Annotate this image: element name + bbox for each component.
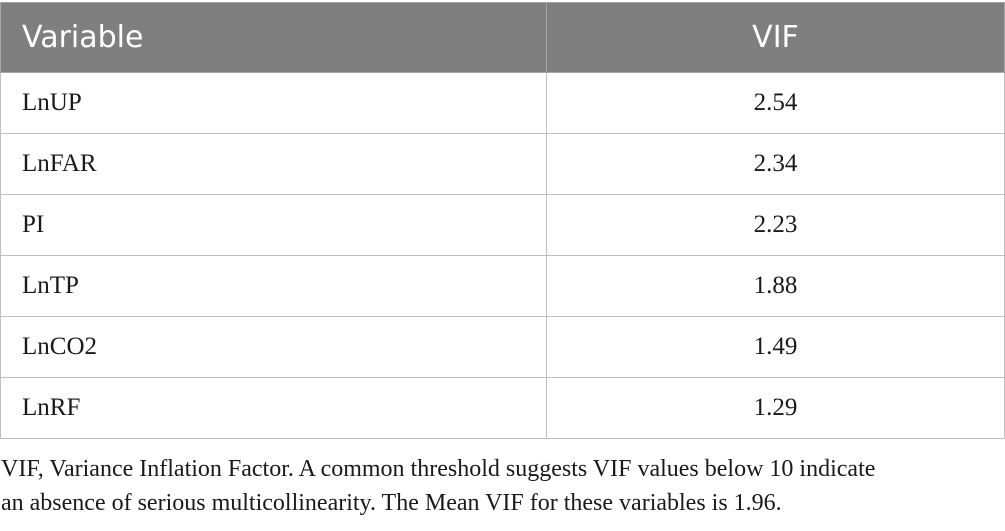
header-row: Variable VIF	[0, 2, 1005, 73]
vif-cell: 2.34	[546, 133, 1005, 195]
table-row: PI 2.23	[0, 194, 1005, 256]
table-row: LnFAR 2.34	[0, 133, 1005, 195]
table-row: LnCO2 1.49	[0, 316, 1005, 378]
vif-cell: 1.88	[546, 255, 1005, 317]
vif-cell: 1.49	[546, 316, 1005, 378]
variable-cell: PI	[0, 194, 547, 256]
vif-cell: 1.29	[546, 377, 1005, 439]
variable-cell: LnFAR	[0, 133, 547, 195]
table-body: LnUP 2.54 LnFAR 2.34 PI 2.23 LnTP 1.88 L…	[0, 72, 1005, 439]
variable-cell: LnCO2	[0, 316, 547, 378]
header-variable: Variable	[0, 2, 547, 73]
table-header: Variable VIF	[0, 2, 1005, 73]
table-row: LnUP 2.54	[0, 72, 1005, 134]
table-row: LnTP 1.88	[0, 255, 1005, 317]
table-footnote: VIF, Variance Inflation Factor. A common…	[1, 452, 1001, 520]
vif-table: Variable VIF LnUP 2.54 LnFAR 2.34 PI 2.2…	[0, 2, 1005, 439]
variable-cell: LnRF	[0, 377, 547, 439]
variable-cell: LnUP	[0, 72, 547, 134]
vif-cell: 2.54	[546, 72, 1005, 134]
header-vif: VIF	[546, 2, 1005, 73]
footnote-line-2: an absence of serious multicollinearity.…	[1, 490, 782, 516]
variable-cell: LnTP	[0, 255, 547, 317]
table-row: LnRF 1.29	[0, 377, 1005, 439]
footnote-line-1: VIF, Variance Inflation Factor. A common…	[1, 456, 876, 482]
vif-cell: 2.23	[546, 194, 1005, 256]
